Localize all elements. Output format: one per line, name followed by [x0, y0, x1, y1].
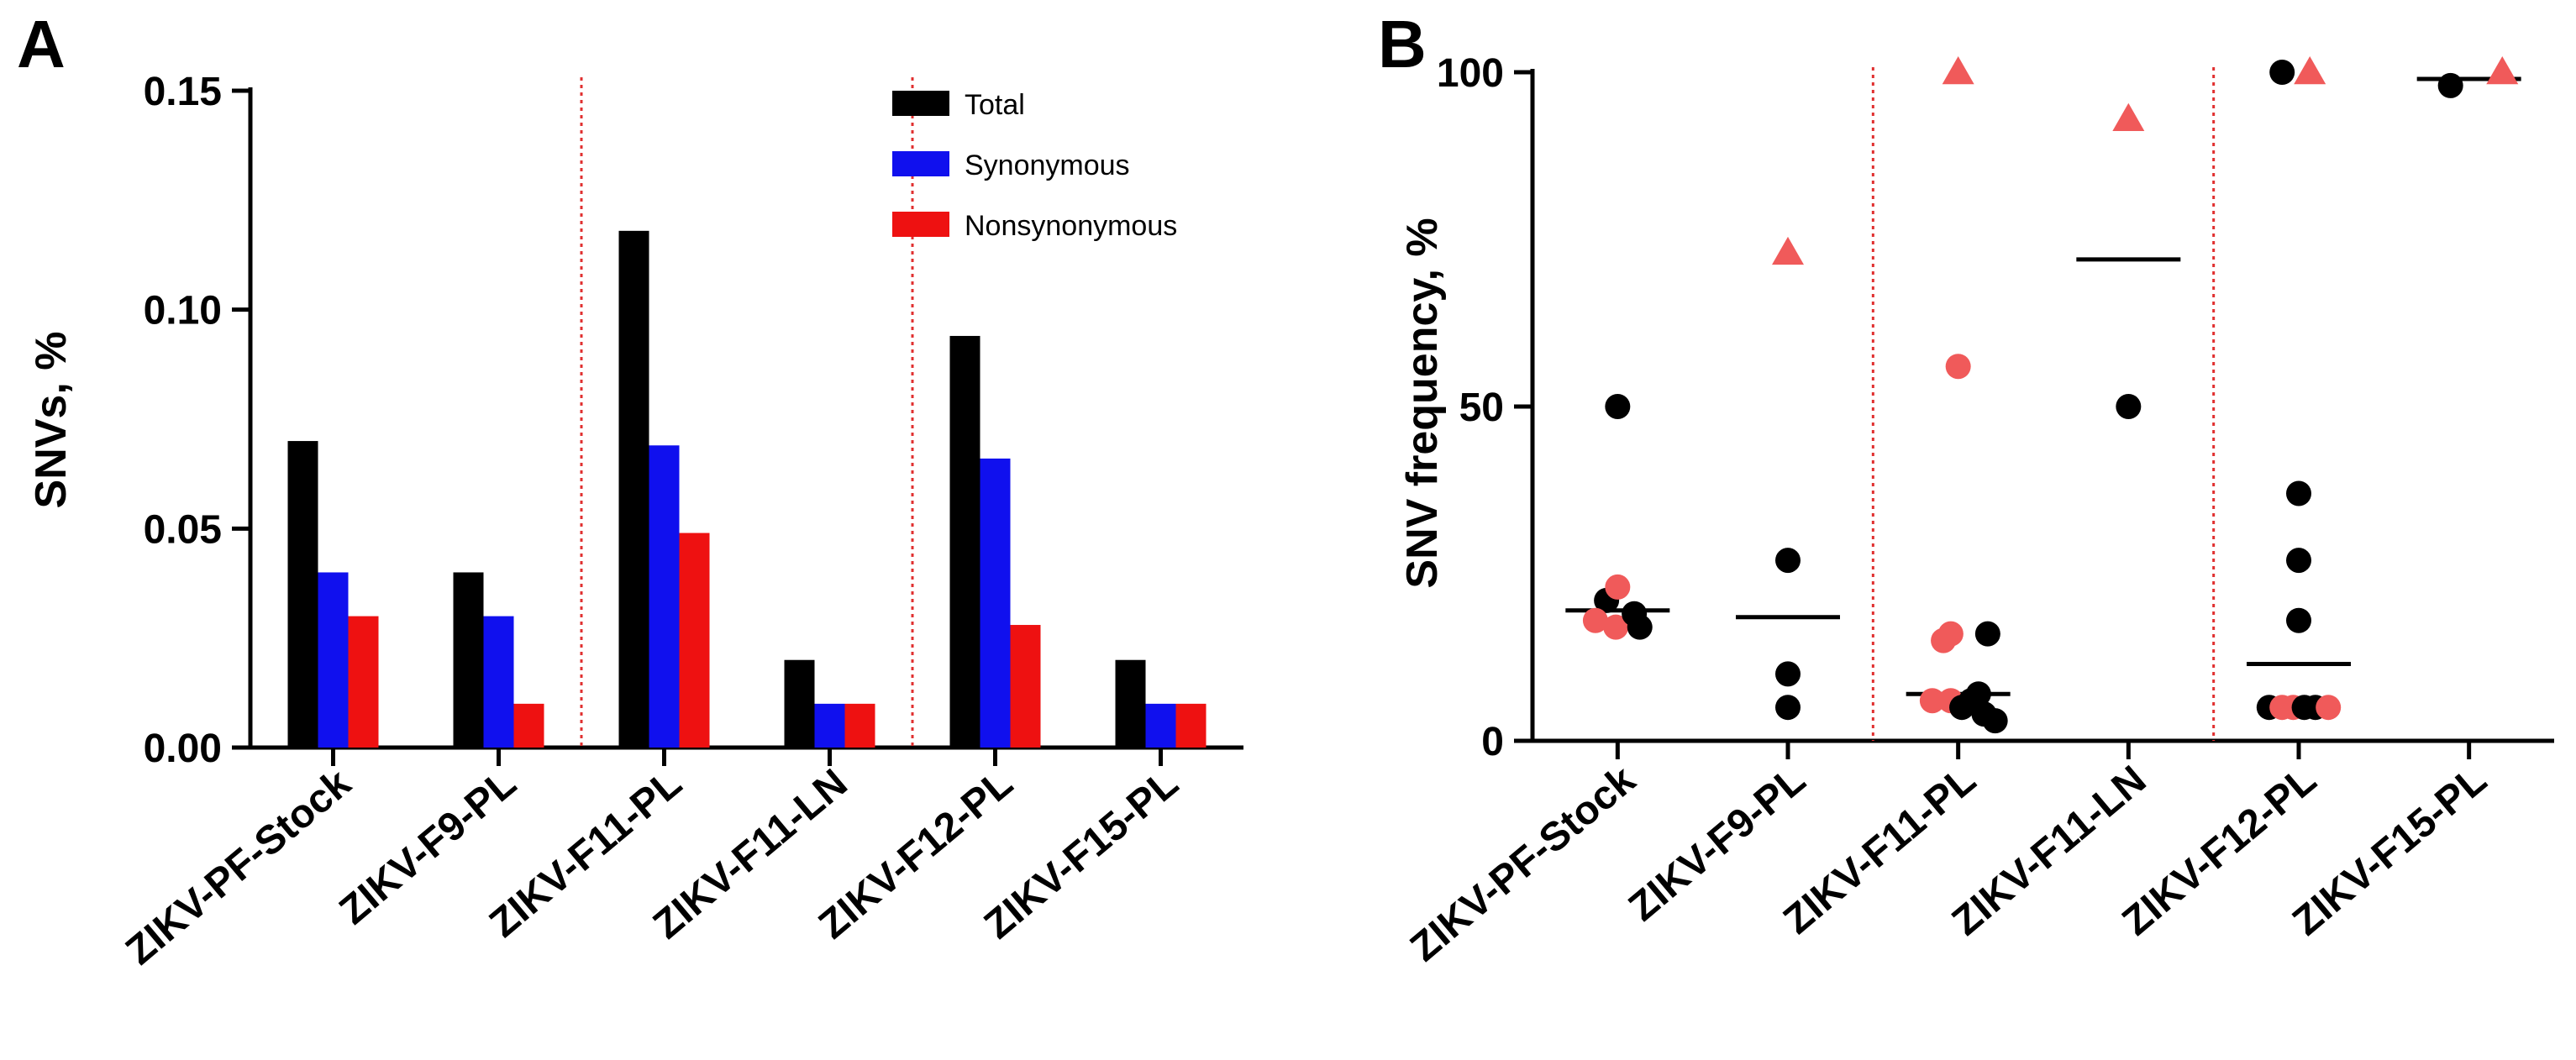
legend-label-total: Total [965, 89, 1025, 121]
bar-total-zikv-f15-pl [1115, 659, 1146, 748]
bar-nonsynonymous-zikv-f11-ln [844, 703, 875, 748]
panel-a: A SNVs, % 0.00 0.05 0.10 0.15 ZIKV-PF-Stock… [17, 7, 1243, 973]
panel-a-axes: 0.00 0.05 0.10 0.15 [144, 70, 1243, 771]
data-point-circle [1945, 354, 1971, 380]
panel-b-y-tick-label: 0 [1481, 720, 1504, 764]
panel-b-axes: 0 50 100 [1437, 51, 2554, 764]
panel-b-category-labels: ZIKV-PF-StockZIKV-F9-PLZIKV-F11-PLZIKV-F… [1402, 741, 2495, 970]
data-point-circle [2286, 607, 2311, 633]
bar-nonsynonymous-zikv-pf-stock [348, 616, 379, 748]
panel-a-y-tick-label: 0.10 [144, 289, 222, 333]
bar-total-zikv-f12-pl [949, 335, 980, 748]
data-point-circle [1931, 627, 1957, 653]
panel-a-bars [287, 230, 1207, 748]
data-point-circle [1974, 621, 2000, 647]
panel-a-y-tick-label: 0.15 [144, 70, 222, 114]
data-point-circle [2269, 60, 2295, 85]
panel-b-category-label: ZIKV-PF-Stock [1402, 758, 1644, 970]
panel-a-category-label: ZIKV-PF-Stock [118, 761, 360, 973]
data-point-circle [1605, 574, 1631, 600]
data-point-circle [2286, 548, 2311, 574]
data-point-circle [1627, 614, 1653, 640]
panel-a-y-axis-title: SNVs, % [27, 332, 76, 509]
data-point-triangle [1772, 236, 1804, 265]
panel-a-y-tick-label: 0.05 [144, 507, 222, 552]
legend-label-synonymous: Synonymous [965, 150, 1130, 181]
bar-total-zikv-pf-stock [287, 441, 318, 748]
data-point-circle [2437, 72, 2463, 98]
bar-nonsynonymous-zikv-f11-pl [679, 533, 710, 748]
data-point-triangle [2486, 56, 2519, 85]
data-point-triangle [1942, 56, 1974, 85]
bar-synonymous-zikv-f11-pl [649, 445, 680, 748]
panel-b: B SNV frequency, % 0 50 100 ZIKV-PF-StockZ… [1378, 7, 2554, 970]
legend-swatch-synonymous [892, 151, 949, 176]
legend-swatch-nonsynonymous [892, 212, 949, 237]
data-point-triangle [2112, 102, 2145, 131]
panel-b-medians [1565, 76, 2521, 696]
bar-total-zikv-f11-ln [784, 659, 815, 748]
data-point-circle [1775, 695, 1801, 721]
bar-synonymous-zikv-f11-ln [814, 703, 845, 748]
data-point-circle [1775, 661, 1801, 687]
data-point-circle [1949, 695, 1975, 721]
panel-a-dividers [580, 77, 914, 748]
panel-a-category-labels: ZIKV-PF-StockZIKV-F9-PLZIKV-F11-PLZIKV-F… [118, 748, 1187, 973]
panel-b-y-tick-label: 50 [1459, 386, 1504, 430]
panel-b-y-tick-label: 100 [1437, 51, 1504, 96]
panel-b-points [1582, 56, 2519, 734]
panel-a-letter: A [17, 7, 66, 81]
data-point-triangle [2294, 56, 2326, 85]
bar-synonymous-zikv-f15-pl [1145, 703, 1176, 748]
data-point-circle [1919, 688, 1945, 714]
data-point-circle [1982, 708, 2008, 734]
legend-swatch-total [892, 91, 949, 116]
legend-label-nonsynonymous: Nonsynonymous [965, 210, 1177, 242]
data-point-circle [1605, 394, 1631, 419]
bar-nonsynonymous-zikv-f12-pl [1010, 625, 1041, 748]
panel-b-y-axis-title: SNV frequency, % [1398, 218, 1447, 588]
panel-b-dividers [1871, 67, 2216, 741]
data-point-circle [2286, 480, 2311, 506]
panel-b-letter: B [1378, 7, 1427, 81]
data-point-circle [2316, 695, 2342, 721]
bar-total-zikv-f11-pl [618, 230, 649, 748]
bar-synonymous-zikv-pf-stock [318, 572, 349, 748]
panel-a-y-tick-label: 0.00 [144, 727, 222, 771]
bar-synonymous-zikv-f9-pl [483, 616, 514, 748]
bar-total-zikv-f9-pl [453, 572, 484, 748]
data-point-circle [1603, 614, 1629, 640]
data-point-circle [1582, 607, 1608, 633]
bar-nonsynonymous-zikv-f15-pl [1175, 703, 1207, 748]
bar-nonsynonymous-zikv-f9-pl [513, 703, 544, 748]
bar-synonymous-zikv-f12-pl [980, 458, 1011, 748]
panel-a-legend: Total Synonymous Nonsynonymous [892, 89, 1177, 242]
data-point-circle [1775, 548, 1801, 574]
data-point-circle [2116, 394, 2142, 419]
